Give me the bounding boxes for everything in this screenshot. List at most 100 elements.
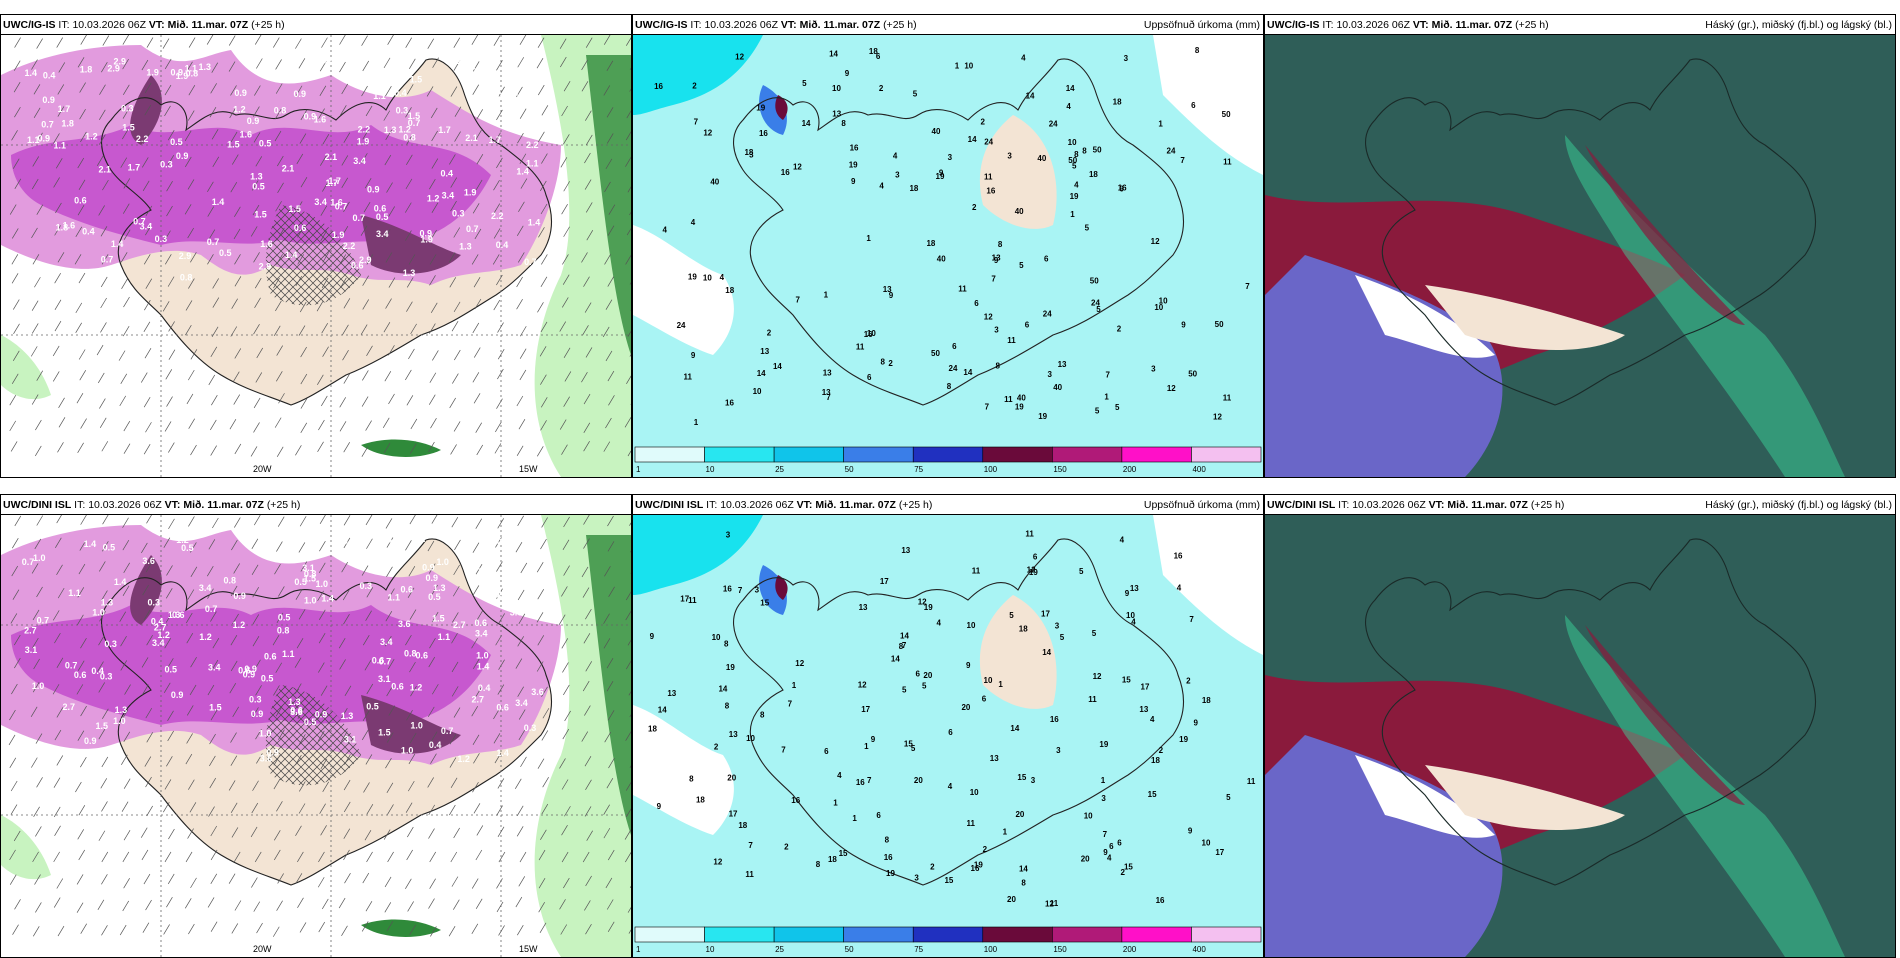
snow-depth-label: 0.4 xyxy=(429,740,442,750)
snow-depth-label: 0.5 xyxy=(428,592,441,602)
precip-amount-label: 16 xyxy=(723,584,732,593)
snow-depth-label: 2.7 xyxy=(154,623,167,633)
snow-depth-label: 1.4 xyxy=(496,748,509,758)
precip-amount-label: 19 xyxy=(886,869,895,878)
snow-depth-label: 0.5 xyxy=(103,543,116,553)
snow-depth-label: 0.7 xyxy=(352,213,365,223)
snow-depth-label: 1.2 xyxy=(176,535,189,545)
it-value: 10.03.2026 06Z xyxy=(1336,19,1410,31)
precip-amount-label: 3 xyxy=(948,153,953,162)
snow-depth-label: 0.8 xyxy=(343,536,356,546)
precip-amount-label: 12 xyxy=(713,857,722,866)
snow-depth-label: 0.8 xyxy=(322,55,335,65)
precip-amount-label: 50 xyxy=(1222,110,1231,119)
snow-depth-label: 1.5 xyxy=(122,122,135,132)
precip-amount-label: 16 xyxy=(781,168,790,177)
snow-depth-label: 3.4 xyxy=(380,637,393,647)
snow-depth-label: 0.9 xyxy=(251,709,264,719)
vt-value: Mið. 11.mar. 07Z xyxy=(815,499,896,511)
precip-amount-label: 1 xyxy=(1101,776,1106,785)
snow-depth-label: 1.4 xyxy=(321,593,334,603)
precip-amount-label: 17 xyxy=(861,705,870,714)
precip-amount-label: 10 xyxy=(984,676,993,685)
snow-depth-label: 3.4 xyxy=(314,197,327,207)
precip-amount-label: 12 xyxy=(1093,672,1102,681)
precip-amount-label: 40 xyxy=(1015,207,1024,216)
precip-amount-label: 6 xyxy=(1044,255,1049,264)
precip-amount-label: 12 xyxy=(793,163,802,172)
precip-amount-label: 1 xyxy=(998,680,1003,689)
precip-amount-label: 13 xyxy=(901,546,910,555)
precip-amount-label: 5 xyxy=(1072,162,1077,171)
precip-amount-label: 13 xyxy=(729,730,738,739)
precip-amount-label: 17 xyxy=(1041,609,1050,618)
panel-title: Uppsöfnuð úrkoma (mm) xyxy=(1144,15,1260,35)
precip-amount-label: 18 xyxy=(869,47,878,56)
precip-map: 1610865431471112921131924184050161086543… xyxy=(633,35,1263,477)
snow-depth-label: 0.3 xyxy=(504,55,517,65)
lead-time: (+25 h) xyxy=(899,499,933,511)
snow-depth-label: 1.8 xyxy=(506,99,519,109)
precip-amount-label: 4 xyxy=(1150,715,1155,724)
precip-amount-label: 16 xyxy=(856,778,865,787)
precip-amount-label: 50 xyxy=(1188,369,1197,378)
snow-depth-label: 2.7 xyxy=(471,695,484,705)
precip-amount-label: 8 xyxy=(1195,46,1200,55)
snow-depth-label: 2.1 xyxy=(465,133,478,143)
precip-amount-label: 10 xyxy=(832,84,841,93)
precip-amount-label: 8 xyxy=(899,642,904,651)
precip-amount-label: 8 xyxy=(816,860,821,869)
panel-header: UWC/IG-IS IT: 10.03.2026 06Z VT: Mið. 11… xyxy=(633,15,1263,35)
snow-depth-label: 3.1 xyxy=(25,645,38,655)
precip-amount-label: 19 xyxy=(849,161,858,170)
precip-amount-label: 13 xyxy=(832,109,841,118)
precip-amount-label: 19 xyxy=(1099,740,1108,749)
snow-depth-label: 1.0 xyxy=(401,745,414,755)
precip-amount-label: 14 xyxy=(891,655,900,664)
snow-depth-label: 1.2 xyxy=(427,194,440,204)
snow-depth-label: 0.7 xyxy=(441,726,454,736)
snow-depth-label: 0.4 xyxy=(394,88,407,98)
precip-amount-label: 13 xyxy=(1130,584,1139,593)
precip-amount-label: 1 xyxy=(792,681,797,690)
snow-depth-label: 0.7 xyxy=(133,216,146,226)
snow-depth-label: 0.4 xyxy=(91,666,104,676)
precip-amount-label: 16 xyxy=(791,796,800,805)
panel-title: Uppsöfnuð úrkoma (mm) xyxy=(1144,495,1260,515)
precip-amount-label: 6 xyxy=(1033,552,1038,561)
snow-depth-label: 1.5 xyxy=(209,703,222,713)
snow-depth-label: 0.7 xyxy=(205,604,218,614)
model-name: UWC/IG-IS xyxy=(1267,19,1320,31)
precip-amount-label: 11 xyxy=(958,284,967,293)
snow-depth-label: 0.5 xyxy=(164,665,177,675)
it-value: 10.03.2026 06Z xyxy=(72,19,146,31)
snow-depth-label: 0.5 xyxy=(170,137,183,147)
precip-amount-label: 5 xyxy=(922,682,927,691)
panel-top-precip: UWC/IG-IS IT: 10.03.2026 06Z VT: Mið. 11… xyxy=(632,14,1264,478)
precip-amount-label: 24 xyxy=(1049,119,1058,128)
precip-amount-label: 4 xyxy=(1021,54,1026,63)
precip-amount-label: 16 xyxy=(725,398,734,407)
panel-top-snow: UWC/IG-IS IT: 10.03.2026 06Z VT: Mið. 11… xyxy=(0,14,632,478)
snow-depth-label: 0.6 xyxy=(472,66,485,76)
model-name: UWC/DINI ISL xyxy=(1267,499,1335,511)
precip-amount-label: 9 xyxy=(966,661,971,670)
snow-depth-label: 1.9 xyxy=(464,187,477,197)
precip-amount-label: 14 xyxy=(658,705,667,714)
precip-amount-label: 2 xyxy=(972,203,977,212)
precip-amount-label: 18 xyxy=(909,184,918,193)
precip-amount-label: 18 xyxy=(648,725,657,734)
snow-depth-label: 0.5 xyxy=(259,139,272,149)
precip-amount-label: 15 xyxy=(904,739,913,748)
precip-amount-label: 10 xyxy=(1084,812,1093,821)
precip-amount-label: 50 xyxy=(1090,277,1099,286)
precip-amount-label: 24 xyxy=(1043,310,1052,319)
precip-amount-label: 18 xyxy=(828,855,837,864)
snow-depth-label: 1.3 xyxy=(250,171,263,181)
snow-depth-label: 0.7 xyxy=(207,237,220,247)
precip-amount-label: 6 xyxy=(916,670,921,679)
precip-amount-label: 14 xyxy=(757,369,766,378)
snow-depth-label: 0.8 xyxy=(274,106,287,116)
snow-depth-label: 0.3 xyxy=(121,103,134,113)
